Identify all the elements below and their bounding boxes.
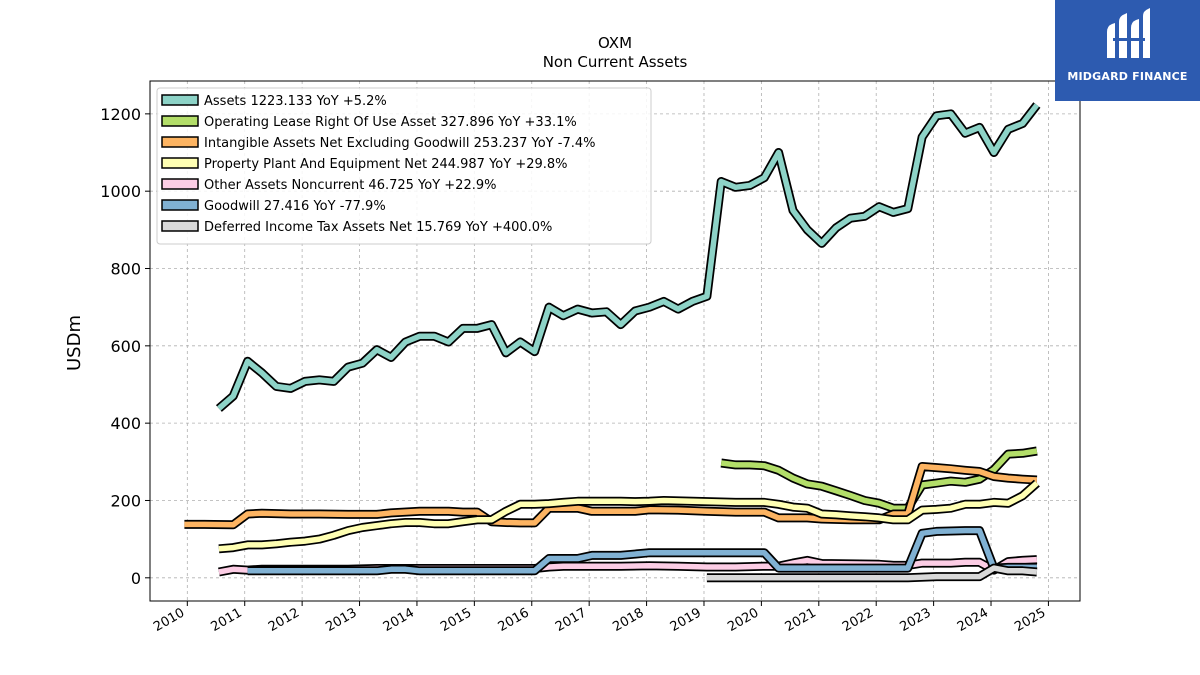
brand-name: MIDGARD FINANCE — [1067, 70, 1188, 83]
x-tick-label-5: 2015 — [438, 605, 474, 635]
x-tick-label-12: 2022 — [840, 605, 876, 635]
legend-label-0: Assets 1223.133 YoY +5.2% — [204, 94, 387, 109]
x-tick-label-11: 2021 — [783, 605, 819, 635]
legend-label-5: Goodwill 27.416 YoY -77.9% — [204, 199, 386, 214]
legend-swatch-6 — [161, 220, 199, 232]
legend-label-1: Operating Lease Right Of Use Asset 327.8… — [204, 115, 577, 130]
legend: Assets 1223.133 YoY +5.2% Operating Lease… — [156, 87, 652, 245]
x-tick-label-1: 2011 — [209, 605, 245, 635]
x-tick-label-10: 2020 — [725, 605, 761, 635]
chart-title: OXM — [598, 34, 632, 52]
y-tick-label-2: 400 — [110, 414, 141, 433]
legend-swatch-2 — [161, 136, 199, 148]
series-line-3 — [218, 481, 1039, 552]
x-tick-label-6: 2016 — [496, 605, 532, 635]
legend-box — [156, 87, 652, 245]
y-axis: 0 200 400 600 800 1000 1200 — [100, 105, 150, 588]
legend-label-4: Other Assets Noncurrent 46.725 YoY +22.9… — [204, 178, 496, 193]
legend-label-2: Intangible Assets Net Excluding Goodwill… — [204, 136, 595, 151]
brand-mark-icon — [1107, 8, 1150, 58]
x-tick-label-9: 2019 — [668, 605, 704, 635]
y-tick-label-1: 200 — [110, 491, 141, 510]
y-tick-label-4: 800 — [110, 260, 141, 279]
legend-swatch-4 — [161, 178, 199, 190]
y-tick-label-5: 1000 — [100, 182, 141, 201]
series-layer — [184, 102, 1041, 583]
x-tick-label-7: 2017 — [553, 605, 589, 635]
x-tick-label-2: 2012 — [266, 605, 302, 635]
legend-swatch-0 — [161, 94, 199, 106]
y-tick-label-3: 600 — [110, 337, 141, 356]
x-tick-label-13: 2023 — [897, 605, 933, 635]
legend-label-6: Deferred Income Tax Assets Net 15.769 Yo… — [204, 220, 552, 235]
x-tick-label-14: 2024 — [955, 605, 991, 635]
series-line-0 — [217, 103, 1040, 411]
series-line-2 — [184, 463, 1038, 528]
series-line-6 — [706, 565, 1038, 581]
x-tick-label-15: 2025 — [1012, 605, 1048, 635]
x-tick-label-0: 2010 — [151, 605, 187, 635]
y-tick-label-6: 1200 — [100, 105, 141, 124]
legend-label-3: Property Plant And Equipment Net 244.987… — [204, 157, 568, 172]
x-tick-label-4: 2014 — [381, 605, 417, 635]
chart-subtitle: Non Current Assets — [543, 53, 688, 71]
series-line-5 — [247, 527, 1037, 574]
legend-swatch-1 — [161, 115, 199, 127]
x-axis: 2010 2011 2012 2013 2014 2015 2016 2017 2018 2019… — [151, 601, 1049, 635]
legend-swatch-5 — [161, 199, 199, 211]
y-tick-label-0: 0 — [131, 569, 141, 588]
legend-swatch-3 — [161, 157, 199, 169]
plot-frame — [149, 80, 1081, 602]
x-tick-label-3: 2013 — [323, 605, 359, 635]
brand-logo: MIDGARD FINANCE — [1055, 0, 1200, 101]
y-axis-label: USDm — [64, 315, 85, 371]
x-tick-label-8: 2018 — [610, 605, 646, 635]
